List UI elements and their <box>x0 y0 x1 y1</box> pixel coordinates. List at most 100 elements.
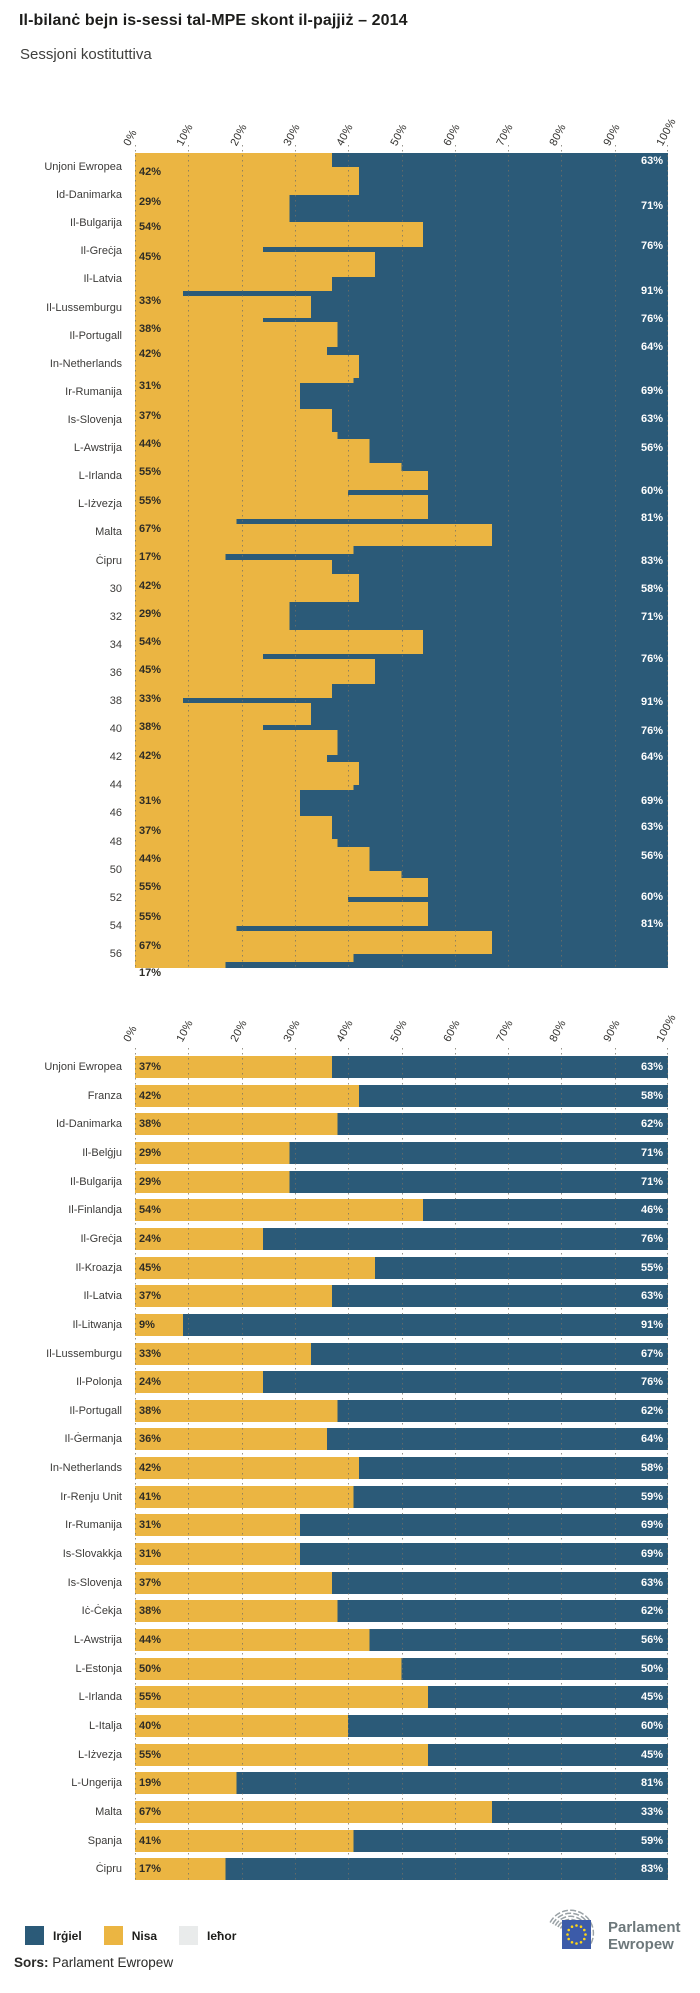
chart2-women-pct-label: 24% <box>139 1232 162 1245</box>
chart2-men-pct-label: 63% <box>640 1576 663 1589</box>
chart2-bar: 17% 83% <box>135 1858 668 1881</box>
chart2-plot: 37% 63% 42% 58% 38% 62% 29% 71% 29% 71% 54% 46% 24% 7… <box>135 1048 668 1882</box>
chart2-men-pct-label: 69% <box>640 1548 663 1561</box>
chart2-men-pct-label: 71% <box>640 1175 663 1188</box>
chart1-row-label: 36 <box>109 666 122 679</box>
legend-label: Irġiel <box>53 1928 82 1943</box>
chart1-women-pct-label: 42% <box>139 166 162 178</box>
chart1-women-pct-label: 44% <box>139 438 162 450</box>
chart1-women-pct-label: 54% <box>139 636 162 648</box>
chart2-women-pct-label: 55% <box>139 1691 162 1704</box>
chart2-women-pct-label: 33% <box>139 1347 162 1360</box>
chart1-men-pct-label: 60% <box>640 485 663 497</box>
chart1-strip <box>135 546 668 555</box>
axis-tick-label: 100% <box>654 1012 679 1044</box>
parliament-hemicycle-icon <box>538 1905 600 1968</box>
page-subtitle: Sessjoni kostituttiva <box>20 46 152 63</box>
chart1-row-label: 44 <box>109 779 122 792</box>
chart1-women-pct-label: 55% <box>139 911 162 923</box>
axis-tick-label: 0% <box>121 127 140 148</box>
chart2-men-pct-label: 83% <box>640 1863 663 1876</box>
chart2-bar: 19% 81% <box>135 1772 668 1795</box>
chart1-row-label: Id-Danimarka <box>55 189 122 202</box>
chart1-strip <box>135 629 668 655</box>
chart1-men-pct-label: 81% <box>640 918 663 930</box>
chart1-strip <box>135 431 668 440</box>
chart2-men-pct-label: 67% <box>640 1347 663 1360</box>
axis-tick-label: 80% <box>547 122 570 148</box>
chart1-strip <box>135 790 668 816</box>
chart1-row-label: 46 <box>109 807 122 820</box>
chart1-strip <box>135 471 668 490</box>
chart2-men-pct-label: 76% <box>640 1376 663 1389</box>
chart2-row-label: Il-Latvia <box>83 1290 122 1303</box>
axis-tick-label: 100% <box>654 116 679 148</box>
chart1-row-label: Il-Bulgarija <box>70 217 122 230</box>
axis-tick-label: 70% <box>494 1018 516 1044</box>
chart2-men-pct-label: 58% <box>640 1462 663 1475</box>
chart1-row-label: 30 <box>109 582 122 595</box>
axis-tick-label: 60% <box>441 1018 463 1044</box>
chart1-strip <box>135 463 668 472</box>
chart2-women-pct-label: 29% <box>139 1175 162 1188</box>
axis-tick-label: 10% <box>174 1018 197 1044</box>
chart2-women-pct-label: 45% <box>139 1261 162 1274</box>
chart2-row-label: Unjoni Ewropea <box>44 1061 122 1073</box>
chart2-bar: 45% 55% <box>135 1256 668 1279</box>
axis-tick-label: 90% <box>601 1018 623 1044</box>
chart2-x-axis: 0% 10% 20% 30% 40% 50% 60% 70% 80% 90% 100% <box>121 990 678 1046</box>
chart1-women-pct-label: 67% <box>139 940 162 952</box>
chart1-women-pct-label: 17% <box>139 551 162 563</box>
chart1-men-pct-label: 63% <box>640 413 663 425</box>
chart2-row-label: Il-Kroazja <box>75 1261 122 1274</box>
axis-tick-label: 80% <box>547 1018 570 1044</box>
chart2-women-pct-label: 38% <box>139 1118 162 1131</box>
chart2-bar: 55% 45% <box>135 1743 668 1766</box>
chart1-row-label: L-Iżvezja <box>77 498 122 511</box>
chart2-women-pct-label: 50% <box>139 1662 162 1675</box>
legend-swatch-irġiel <box>25 1926 44 1945</box>
chart2-row-label: Il-Ġermanja <box>64 1433 122 1446</box>
chart2-row-label: L-Estonja <box>75 1662 122 1675</box>
chart1-women-pct-label: 42% <box>139 750 162 762</box>
chart2-bar: 24% 76% <box>135 1371 668 1394</box>
chart1-strip <box>135 878 668 898</box>
chart2-women-pct-label: 42% <box>139 1462 162 1475</box>
chart2-men-pct-label: 50% <box>640 1662 663 1675</box>
legend-label: Ieħor <box>207 1928 237 1943</box>
chart1-women-pct-label: 54% <box>139 221 162 233</box>
chart2-men-pct-label: 58% <box>640 1089 663 1102</box>
chart1-row-label: L-Irlanda <box>78 470 122 483</box>
chart1-men-pct-label: 83% <box>640 555 663 567</box>
chart1-women-pct-label: 38% <box>139 721 162 733</box>
chart2-bar: 24% 76% <box>135 1227 668 1250</box>
chart2-bar: 29% 71% <box>135 1141 668 1164</box>
chart2-bar: 42% 58% <box>135 1084 668 1107</box>
chart1-strip <box>135 762 668 786</box>
chart1-men-pct-label: 64% <box>640 341 663 353</box>
chart2-women-pct-label: 19% <box>139 1777 162 1790</box>
chart2-row-label: In-Netherlands <box>49 1462 122 1475</box>
chart2-women-pct-label: 38% <box>139 1605 162 1618</box>
chart2-men-pct-label: 91% <box>640 1318 663 1331</box>
chart2-bar: 67% 33% <box>135 1800 668 1823</box>
chart1-strip <box>135 659 668 685</box>
source-value: Parlament Ewropew <box>48 1955 174 1970</box>
chart1-row-label: Is-Slovenja <box>67 413 122 426</box>
chart1-row-label: 54 <box>109 919 122 932</box>
chart1-women-pct-label: 37% <box>139 410 162 422</box>
chart2-row-label: L-Awstrija <box>73 1634 122 1646</box>
chart2-bar: 40% 60% <box>135 1714 668 1737</box>
chart1-row-label: L-Awstrija <box>73 442 122 455</box>
chart2-women-pct-label: 29% <box>139 1146 162 1159</box>
chart2: 37% 63% 42% 58% 38% 62% 29% 71% 29% 71% 54% 46% 24% 7… <box>0 1048 700 1882</box>
chart2-men-pct-label: 63% <box>640 1061 663 1073</box>
chart1-strip <box>135 276 668 291</box>
chart1-women-pct-label: 38% <box>139 323 162 335</box>
chart2-men-pct-label: 81% <box>640 1777 663 1790</box>
chart1-strip <box>135 382 668 409</box>
chart2-men-pct-label: 62% <box>640 1118 663 1131</box>
chart2-women-pct-label: 38% <box>139 1404 162 1417</box>
chart1-row-label: Il-Latvia <box>83 273 122 286</box>
legend-item: Irġiel <box>25 1926 82 1945</box>
